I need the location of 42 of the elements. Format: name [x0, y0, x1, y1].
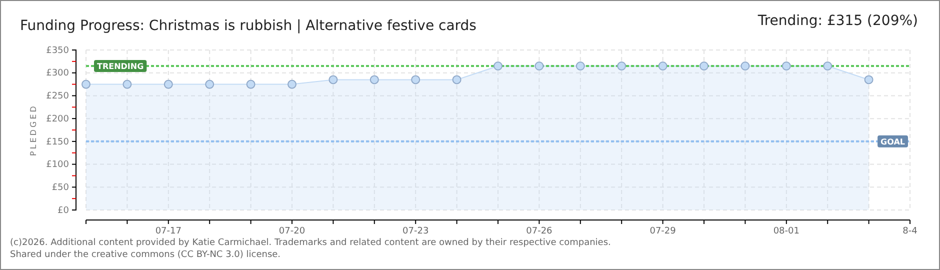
text: Trending: £315 (209%): [756, 13, 918, 29]
x-tick-label: 8-4: [902, 226, 918, 236]
point: [823, 62, 832, 70]
y-tick-label: £250: [46, 92, 70, 102]
point: [864, 75, 874, 84]
point: [782, 62, 791, 70]
point: [164, 80, 173, 89]
y-tick-label: £0: [58, 206, 70, 216]
point: [82, 80, 90, 89]
point: [370, 75, 379, 84]
y-tick-label: £200: [46, 114, 70, 124]
point: [288, 80, 296, 89]
point: [205, 80, 214, 89]
point: [658, 62, 668, 70]
y-axis-title: PLEDGED: [29, 104, 38, 156]
x-tick-label: 07-17: [155, 226, 182, 236]
ref-line-label: GOAL: [880, 137, 905, 146]
point: [494, 62, 502, 70]
point: [617, 62, 626, 70]
x-tick-label: 07-26: [526, 226, 553, 236]
y-tick-label: £50: [52, 183, 70, 194]
point: [700, 62, 708, 70]
y-tick-label: £100: [46, 160, 70, 170]
ref-line-label: TRENDING: [97, 62, 144, 71]
point: [740, 62, 750, 70]
point: [576, 62, 585, 70]
x-tick-label: 08-01: [773, 226, 800, 236]
y-tick-label: £150: [46, 137, 70, 148]
y-tick-label: £350: [46, 46, 70, 56]
x-tick-label: 07-23: [402, 226, 429, 236]
point: [246, 80, 256, 89]
chart-title: Funding Progress: Christmas is rubbish | Alternative festive cards: [20, 18, 476, 34]
point: [452, 75, 462, 84]
point: [328, 75, 338, 84]
x-tick-label: 07-20: [278, 226, 306, 236]
point: [534, 62, 544, 70]
point: [122, 80, 132, 89]
y-tick-label: £300: [46, 68, 70, 79]
point: [411, 75, 420, 84]
text: Shared under the creative commons (CC BY-NC 3.0) license.: [10, 250, 281, 260]
text: (c)2026. Additional content provided by Katie Carmichael. Trademarks and related content are owned by their respective companies.: [10, 238, 611, 248]
x-tick-label: 07-29: [650, 226, 676, 236]
